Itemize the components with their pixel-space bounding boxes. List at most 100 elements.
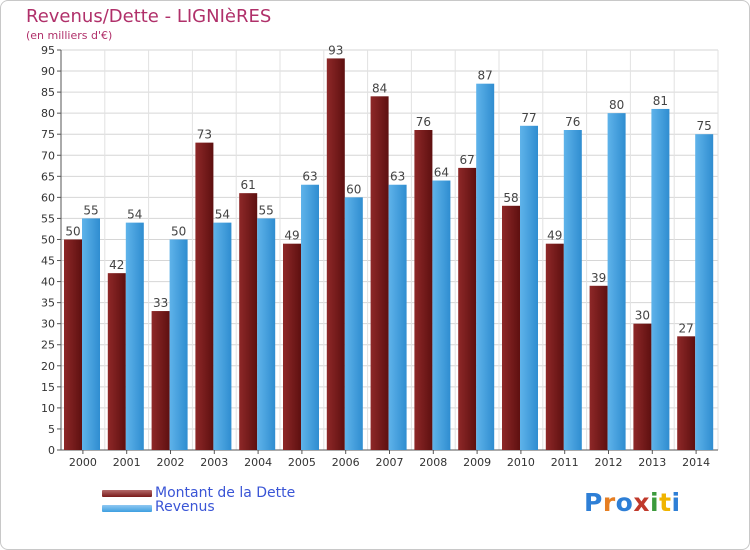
x-tick-label: 2012 bbox=[595, 456, 623, 469]
x-tick-label: 2004 bbox=[244, 456, 272, 469]
y-tick-label: 40 bbox=[41, 276, 55, 289]
y-tick-label: 85 bbox=[41, 86, 55, 99]
legend-label-revenus: Revenus bbox=[155, 499, 215, 515]
logo-letter: x bbox=[633, 488, 650, 517]
proxiti-logo: Proxiti bbox=[584, 488, 681, 517]
bar-dette bbox=[370, 96, 389, 450]
bar-revenus bbox=[607, 113, 626, 450]
data-label-dette: 50 bbox=[65, 224, 80, 238]
y-tick-label: 80 bbox=[41, 107, 55, 120]
bar-dette bbox=[239, 193, 258, 450]
data-label-dette: 73 bbox=[197, 128, 212, 142]
y-tick-label: 95 bbox=[41, 44, 55, 57]
bar-revenus bbox=[169, 239, 188, 450]
x-tick-label: 2007 bbox=[376, 456, 404, 469]
data-label-dette: 93 bbox=[328, 43, 343, 57]
data-label-revenus: 55 bbox=[83, 203, 98, 217]
x-tick-label: 2003 bbox=[200, 456, 228, 469]
y-tick-label: 75 bbox=[41, 128, 55, 141]
x-tick-label: 2011 bbox=[551, 456, 579, 469]
bar-revenus bbox=[432, 180, 451, 451]
logo-letter: r bbox=[602, 488, 616, 517]
data-label-dette: 76 bbox=[416, 115, 431, 129]
bar-dette bbox=[195, 142, 214, 450]
data-label-dette: 49 bbox=[284, 229, 299, 243]
logo-letter: P bbox=[584, 488, 603, 517]
data-label-revenus: 54 bbox=[215, 208, 230, 222]
x-tick-label: 2000 bbox=[69, 456, 97, 469]
data-label-revenus: 80 bbox=[609, 98, 624, 112]
bar-dette bbox=[64, 239, 82, 450]
y-tick-label: 25 bbox=[41, 339, 55, 352]
data-label-revenus: 63 bbox=[302, 170, 317, 184]
bar-revenus bbox=[520, 125, 538, 450]
data-label-dette: 84 bbox=[372, 81, 387, 95]
data-label-revenus: 63 bbox=[390, 170, 405, 184]
data-label-revenus: 75 bbox=[697, 119, 712, 133]
logo-letter: t bbox=[659, 488, 672, 517]
data-label-dette: 61 bbox=[241, 178, 256, 192]
x-tick-label: 2002 bbox=[157, 456, 185, 469]
bar-dette bbox=[589, 285, 608, 450]
y-tick-label: 65 bbox=[41, 170, 55, 183]
x-tick-label: 2001 bbox=[113, 456, 141, 469]
bar-dette bbox=[414, 130, 433, 450]
data-label-dette: 33 bbox=[153, 296, 168, 310]
x-tick-label: 2014 bbox=[682, 456, 710, 469]
bar-dette bbox=[458, 167, 477, 451]
bar-revenus bbox=[651, 108, 670, 451]
y-tick-label: 90 bbox=[41, 65, 55, 78]
bar-dette bbox=[677, 336, 696, 450]
x-tick-label: 2006 bbox=[332, 456, 360, 469]
data-label-dette: 42 bbox=[109, 258, 124, 272]
data-label-revenus: 60 bbox=[346, 182, 361, 196]
y-tick-label: 70 bbox=[41, 149, 55, 162]
bar-revenus bbox=[344, 197, 363, 450]
y-tick-label: 30 bbox=[41, 318, 55, 331]
data-label-revenus: 54 bbox=[127, 208, 142, 222]
y-tick-label: 55 bbox=[41, 212, 55, 225]
data-label-revenus: 77 bbox=[521, 111, 536, 125]
bar-dette bbox=[633, 323, 652, 450]
x-tick-label: 2009 bbox=[463, 456, 491, 469]
data-label-revenus: 76 bbox=[565, 115, 580, 129]
data-label-dette: 39 bbox=[591, 271, 606, 285]
x-tick-label: 2010 bbox=[507, 456, 535, 469]
bar-dette bbox=[283, 243, 301, 450]
bar-revenus bbox=[213, 222, 232, 450]
data-label-dette: 30 bbox=[635, 309, 650, 323]
data-label-revenus: 87 bbox=[478, 69, 493, 83]
x-tick-label: 2005 bbox=[288, 456, 316, 469]
data-label-revenus: 50 bbox=[171, 224, 186, 238]
bar-dette bbox=[326, 58, 345, 450]
logo-letter: i bbox=[650, 488, 660, 517]
y-tick-label: 5 bbox=[48, 423, 55, 436]
legend-label-dette: Montant de la Dette bbox=[155, 485, 296, 501]
bar-revenus bbox=[301, 184, 319, 450]
x-tick-label: 2008 bbox=[419, 456, 447, 469]
y-tick-label: 10 bbox=[41, 402, 55, 415]
data-label-revenus: 64 bbox=[434, 166, 449, 180]
y-tick-label: 45 bbox=[41, 255, 55, 268]
bar-dette bbox=[502, 205, 520, 450]
bar-dette bbox=[107, 273, 126, 450]
bar-dette bbox=[151, 311, 170, 450]
y-tick-label: 15 bbox=[41, 381, 55, 394]
y-tick-label: 60 bbox=[41, 191, 55, 204]
bar-revenus bbox=[563, 130, 582, 450]
y-tick-label: 0 bbox=[48, 444, 55, 457]
data-label-revenus: 55 bbox=[259, 203, 274, 217]
y-tick-label: 35 bbox=[41, 297, 55, 310]
bar-revenus bbox=[257, 218, 276, 450]
logo-letter: o bbox=[615, 488, 634, 517]
x-tick-label: 2013 bbox=[638, 456, 666, 469]
legend-swatch-dette bbox=[102, 490, 152, 497]
bar-revenus bbox=[695, 134, 714, 451]
chart-subtitle: (en milliers d'€) bbox=[26, 29, 113, 42]
bar-dette bbox=[545, 243, 564, 450]
data-label-revenus: 81 bbox=[653, 94, 668, 108]
data-label-dette: 49 bbox=[547, 229, 562, 243]
y-tick-label: 50 bbox=[41, 233, 55, 246]
data-label-dette: 58 bbox=[503, 191, 518, 205]
bar-revenus bbox=[125, 222, 144, 450]
